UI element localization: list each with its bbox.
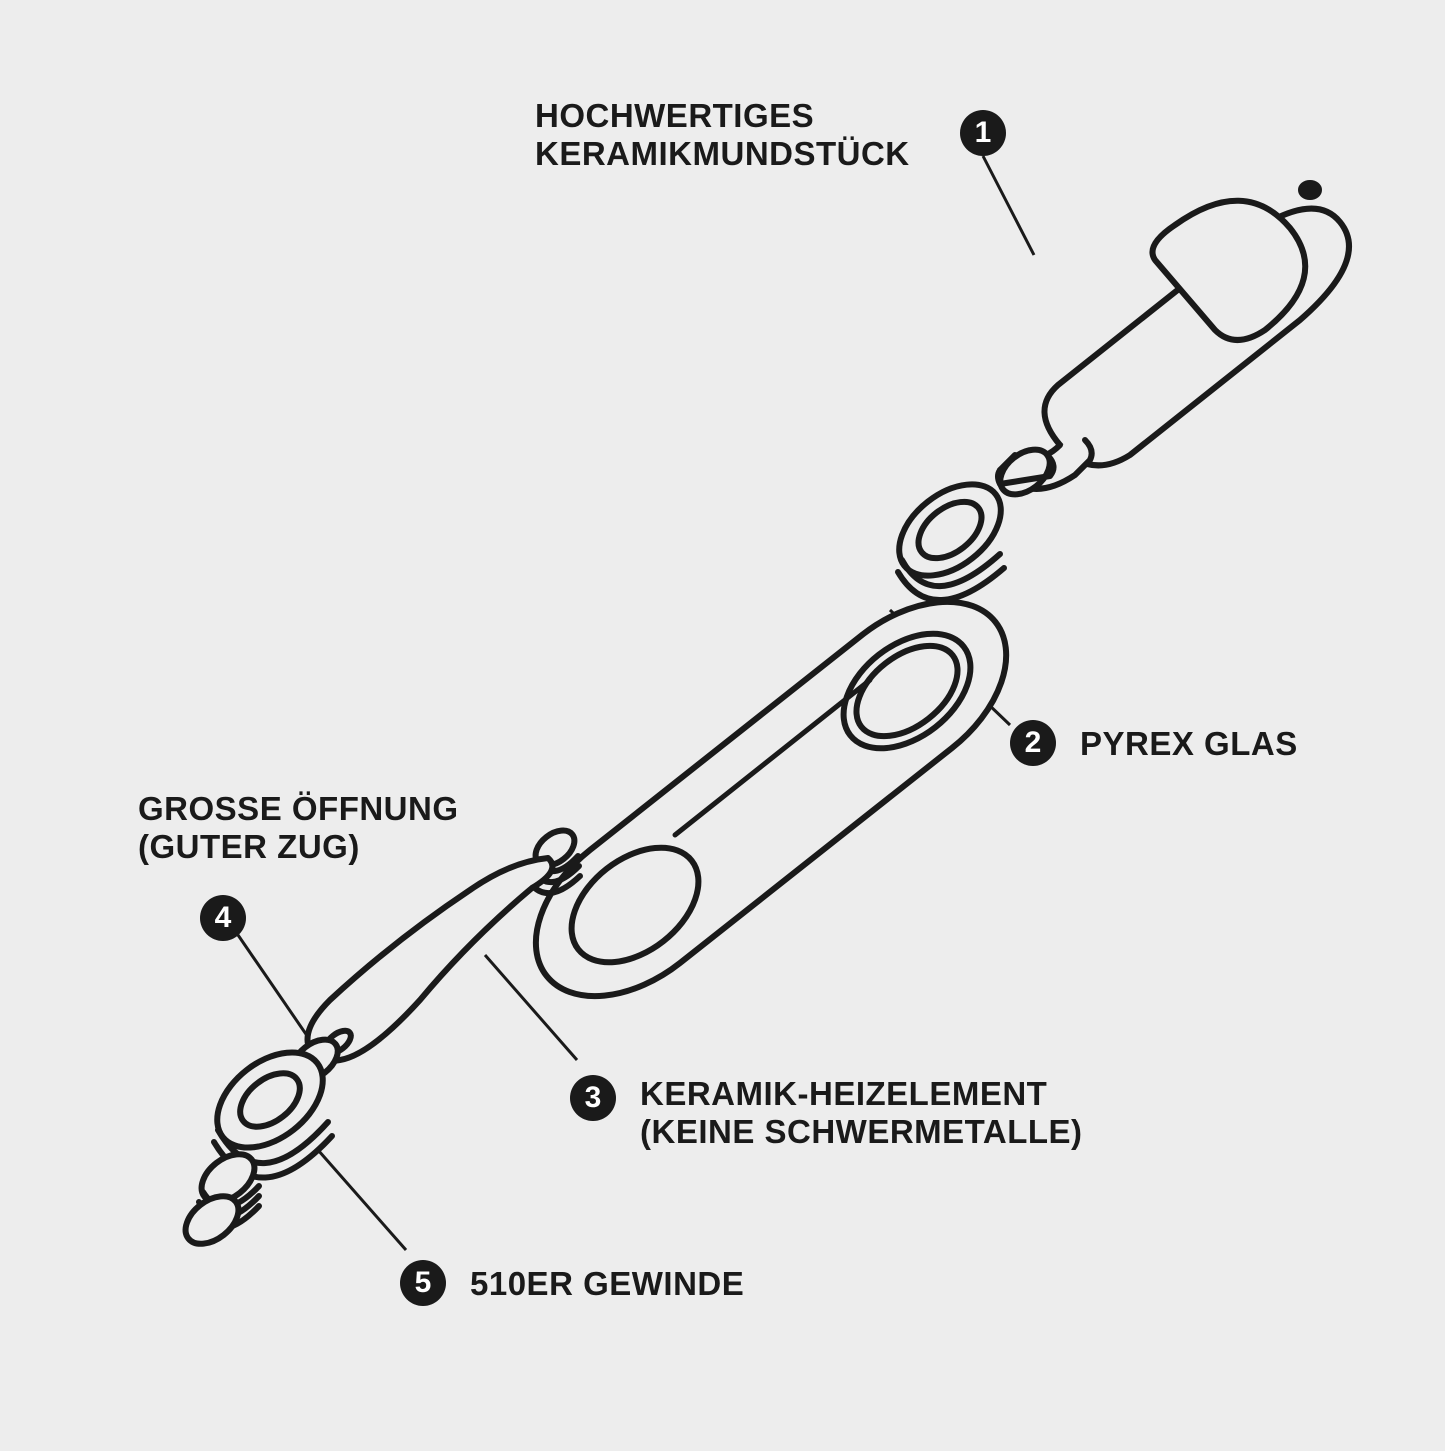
label-5: 510ER GEWINDE — [470, 1265, 744, 1303]
badge-1: 1 — [960, 110, 1006, 156]
badge-4: 4 — [200, 895, 246, 941]
diagram-canvas: HOCHWERTIGES KERAMIKMUNDSTÜCK 1 PYREX GL… — [0, 0, 1445, 1451]
label-3: KERAMIK-HEIZELEMENT (KEINE SCHWERMETALLE… — [640, 1075, 1083, 1151]
badge-5: 5 — [400, 1260, 446, 1306]
part-gasket — [882, 466, 1018, 600]
part-mouthpiece — [992, 183, 1349, 503]
badge-3: 3 — [570, 1075, 616, 1121]
part-glass-tube — [536, 602, 1006, 996]
badge-2: 2 — [1010, 720, 1056, 766]
label-2: PYREX GLAS — [1080, 725, 1298, 763]
leader-line — [238, 935, 310, 1040]
leader-line — [318, 1150, 406, 1250]
part-base-510 — [177, 1033, 341, 1253]
label-1: HOCHWERTIGES KERAMIKMUNDSTÜCK — [535, 97, 910, 173]
leader-line — [983, 156, 1034, 255]
label-4: GROßE ÖFFNUNG (GUTER ZUG) — [138, 790, 459, 866]
